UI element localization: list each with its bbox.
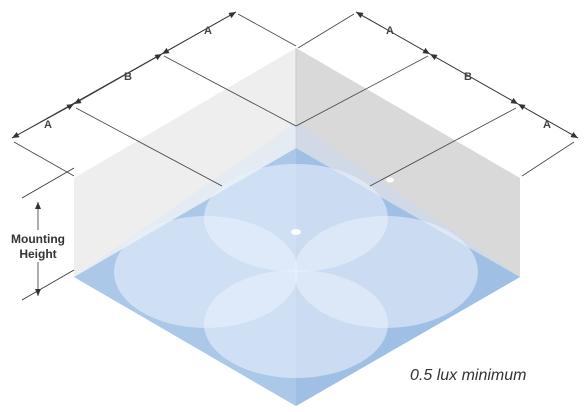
luminaire-center: [291, 229, 301, 235]
lobe-bottom: [204, 270, 388, 378]
lux-caption: 0.5 lux minimum: [410, 367, 526, 384]
left-dimension-line: [11, 11, 237, 139]
right-dim-label-a1: A: [386, 25, 394, 37]
luminaire-wall: [386, 177, 394, 183]
left-dim-label-b: B: [124, 71, 132, 83]
left-wall: [74, 48, 296, 277]
left-dim-label-a2: A: [204, 25, 212, 37]
right-dim-label-a2: A: [543, 119, 551, 131]
right-dimension-line: [355, 11, 579, 139]
mounting-height-label-line2: Height: [19, 247, 56, 261]
right-dim-label-b: B: [464, 71, 472, 83]
spacing-guides: [13, 13, 575, 187]
mounting-height-label-bg: [6, 230, 70, 262]
right-wall: [296, 48, 520, 277]
left-dim-label-a1: A: [44, 119, 52, 131]
mounting-height-label-line1: Mounting: [11, 232, 65, 246]
illuminance-lobes: [114, 164, 478, 378]
